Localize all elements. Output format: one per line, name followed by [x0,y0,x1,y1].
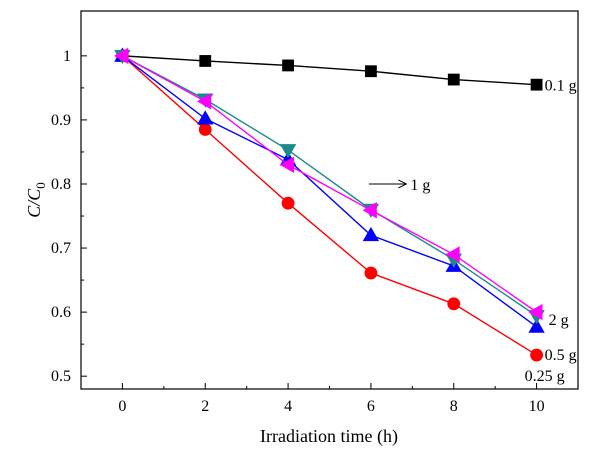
x-axis-title: Irradiation time (h) [260,426,398,447]
y-axis-title-sub: 0 [33,182,48,189]
data-point-square [530,78,543,91]
data-point-square [447,73,460,86]
x-tick-label: 0 [118,398,126,415]
y-tick-label: 0.9 [51,112,71,129]
series-group [114,47,545,362]
series-2g [114,47,543,321]
data-point-circle [530,348,543,362]
data-point-triangle-up [197,110,214,125]
data-point-circle [447,297,461,311]
data-point-square [365,65,377,78]
series-0-25g [116,49,543,362]
data-point-triangle-down [279,144,297,159]
annotation-2g: 2 g [549,312,569,329]
x-tick-label: 4 [284,398,292,415]
series-line [122,55,537,86]
data-point-triangle-up [528,318,545,333]
annotation-0-25g: 0.25 g [525,368,565,385]
y-axis-title-main: C/C [24,188,44,218]
data-point-triangle-left [279,156,294,173]
data-point-triangle-left [528,303,543,321]
series-line [122,55,537,313]
axis-ticks: 0 2 4 6 8 10 0.5 0.6 0.7 0.8 0.9 1 [51,48,579,415]
data-point-triangle-left [445,246,460,263]
data-point-square [199,55,212,67]
arrow-head [398,179,408,189]
x-tick-label: 10 [529,398,545,415]
data-point-triangle-left [114,47,129,65]
x-tick-label: 2 [201,398,209,415]
x-tick-label: 8 [450,398,458,415]
data-point-circle [198,123,212,136]
series-line [121,55,537,356]
annotation-0-1g: 0.1 g [545,78,577,95]
annotations: 0.1 g 2 g 0.5 g 0.25 g 1 g [368,78,577,385]
series-line [121,55,537,328]
series-0-1g [116,49,543,91]
x-tick-label: 6 [367,398,375,415]
y-tick-label: 0.7 [51,240,71,257]
data-point-triangle-left [362,202,377,219]
data-point-triangle-up [362,226,380,242]
annotation-1g: 1 g [410,177,430,194]
data-point-circle [364,266,378,280]
data-point-circle [281,196,295,210]
series-line [122,55,537,317]
y-tick-label: 0.8 [51,176,71,193]
y-axis-title: C/C0 [24,182,48,218]
y-tick-label: 0.5 [51,368,71,385]
y-tick-label: 1 [63,48,71,65]
annotation-0-5g: 0.5 g [545,347,577,364]
series-0-5g [114,47,545,333]
data-point-square [282,59,294,72]
data-point-triangle-left [196,93,212,110]
y-tick-label: 0.6 [51,304,71,321]
